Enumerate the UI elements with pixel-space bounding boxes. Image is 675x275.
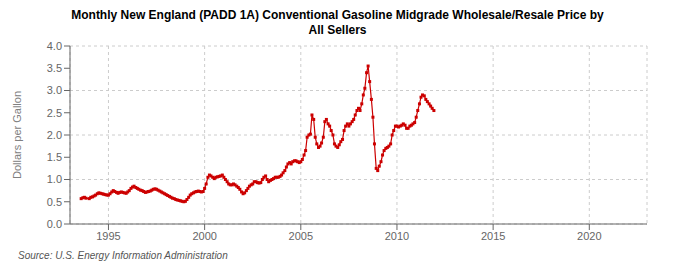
html-text:Source: U.S. Energy Informatio: Source: U.S. Energy Information Administ… [18,250,228,261]
svg-text:4.0: 4.0 [47,40,62,52]
svg-text:2.0: 2.0 [47,129,62,141]
html-text:All Sellers: All Sellers [308,23,367,37]
svg-text:1995: 1995 [96,230,120,242]
svg-text:2000: 2000 [192,230,216,242]
svg-text:2010: 2010 [385,230,409,242]
html-text:Monthly New England (PADD 1A): Monthly New England (PADD 1A) Convention… [71,8,604,22]
svg-text:3.0: 3.0 [47,84,62,96]
svg-text:Dollars per Gallon: Dollars per Gallon [11,91,23,179]
svg-text:2020: 2020 [577,230,601,242]
svg-text:2015: 2015 [481,230,505,242]
svg-text:0.0: 0.0 [47,218,62,230]
svg-text:1.5: 1.5 [47,151,62,163]
svg-text:1.0: 1.0 [47,173,62,185]
svg-text:2.5: 2.5 [47,107,62,119]
svg-text:2005: 2005 [289,230,313,242]
svg-text:3.5: 3.5 [47,62,62,74]
svg-text:0.5: 0.5 [47,196,62,208]
